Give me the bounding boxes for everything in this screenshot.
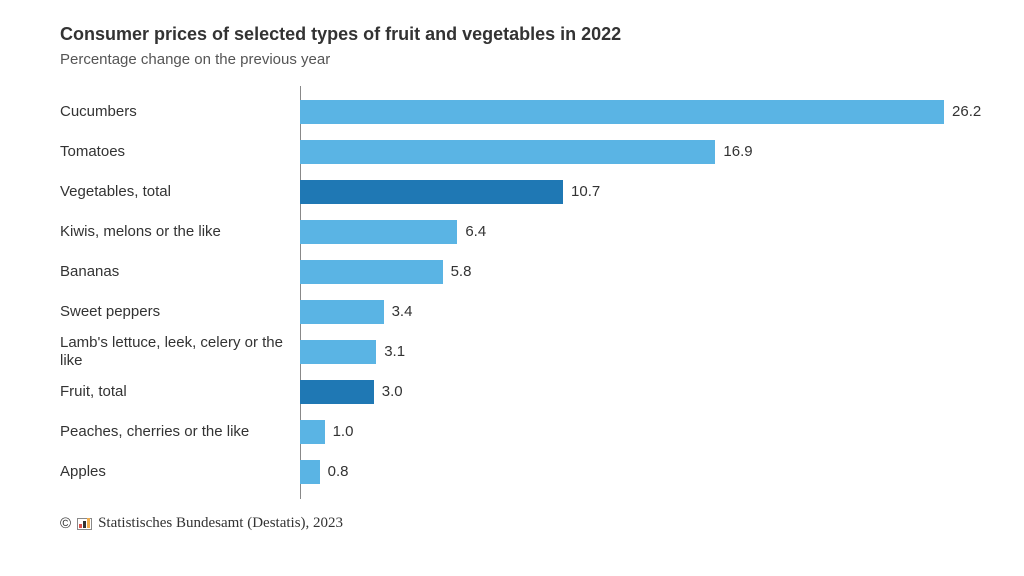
bar-label: Apples bbox=[60, 463, 300, 480]
bar bbox=[300, 260, 443, 284]
bar-label: Lamb's lettuce, leek, celery or the like bbox=[60, 334, 300, 369]
bar-value: 1.0 bbox=[325, 423, 354, 440]
source-text: Statistisches Bundesamt (Destatis), 2023 bbox=[98, 515, 343, 532]
bar-label: Bananas bbox=[60, 263, 300, 280]
table-row: Apples 0.8 bbox=[60, 456, 976, 487]
table-row: Fruit, total 3.0 bbox=[60, 376, 976, 407]
table-row: Lamb's lettuce, leek, celery or the like… bbox=[60, 336, 976, 367]
table-row: Sweet peppers 3.4 bbox=[60, 296, 976, 327]
table-row: Bananas 5.8 bbox=[60, 256, 976, 287]
bar-area: 10.7 bbox=[300, 180, 976, 204]
bar-chart: Cucumbers26.2 Tomatoes 16.9 Vegetables, tot… bbox=[60, 96, 976, 499]
bar bbox=[300, 420, 325, 444]
bar-label: Kiwis, melons or the like bbox=[60, 223, 300, 240]
bar-value: 3.4 bbox=[384, 303, 413, 320]
source-attribution: © Statistisches Bundesamt (Destatis), 20… bbox=[60, 515, 976, 532]
bar bbox=[300, 300, 384, 324]
table-row: Tomatoes 16.9 bbox=[60, 136, 976, 167]
bar-label: Fruit, total bbox=[60, 383, 300, 400]
bar-label: Vegetables, total bbox=[60, 183, 300, 200]
bar-label: Tomatoes bbox=[60, 143, 300, 160]
bar bbox=[300, 180, 563, 204]
bar-area: 3.4 bbox=[300, 300, 976, 324]
chart-title: Consumer prices of selected types of fru… bbox=[60, 24, 976, 45]
table-row: Vegetables, total 10.7 bbox=[60, 176, 976, 207]
bar-value: 26.2 bbox=[944, 103, 981, 120]
bar bbox=[300, 140, 715, 164]
bar-area: 16.9 bbox=[300, 140, 976, 164]
bar-area: 3.0 bbox=[300, 380, 976, 404]
bar-value: 6.4 bbox=[457, 223, 486, 240]
bar-area: 26.2 bbox=[300, 100, 976, 124]
bar bbox=[300, 460, 320, 484]
bar-label: Sweet peppers bbox=[60, 303, 300, 320]
bar-value: 10.7 bbox=[563, 183, 600, 200]
copyright-symbol: © bbox=[60, 515, 71, 532]
logo-bar bbox=[87, 518, 90, 528]
bar-value: 3.0 bbox=[374, 383, 403, 400]
destatis-logo-icon bbox=[77, 518, 92, 530]
bar bbox=[300, 380, 374, 404]
bar-area: 0.8 bbox=[300, 460, 976, 484]
logo-bar bbox=[79, 524, 82, 528]
bar-value: 0.8 bbox=[320, 463, 349, 480]
bar-area: 1.0 bbox=[300, 420, 976, 444]
bar-value: 16.9 bbox=[715, 143, 752, 160]
bar-label: Cucumbers bbox=[60, 103, 300, 120]
table-row: Kiwis, melons or the like 6.4 bbox=[60, 216, 976, 247]
bar-value: 3.1 bbox=[376, 343, 405, 360]
logo-bar bbox=[83, 521, 86, 528]
bar bbox=[300, 340, 376, 364]
bar bbox=[300, 100, 944, 124]
bar-label: Peaches, cherries or the like bbox=[60, 423, 300, 440]
bar-area: 5.8 bbox=[300, 260, 976, 284]
table-row: Peaches, cherries or the like 1.0 bbox=[60, 416, 976, 447]
chart-subtitle: Percentage change on the previous year bbox=[60, 51, 976, 68]
table-row: Cucumbers26.2 bbox=[60, 96, 976, 127]
bar-area: 3.1 bbox=[300, 340, 976, 364]
bar-area: 6.4 bbox=[300, 220, 976, 244]
bar bbox=[300, 220, 457, 244]
bar-value: 5.8 bbox=[443, 263, 472, 280]
